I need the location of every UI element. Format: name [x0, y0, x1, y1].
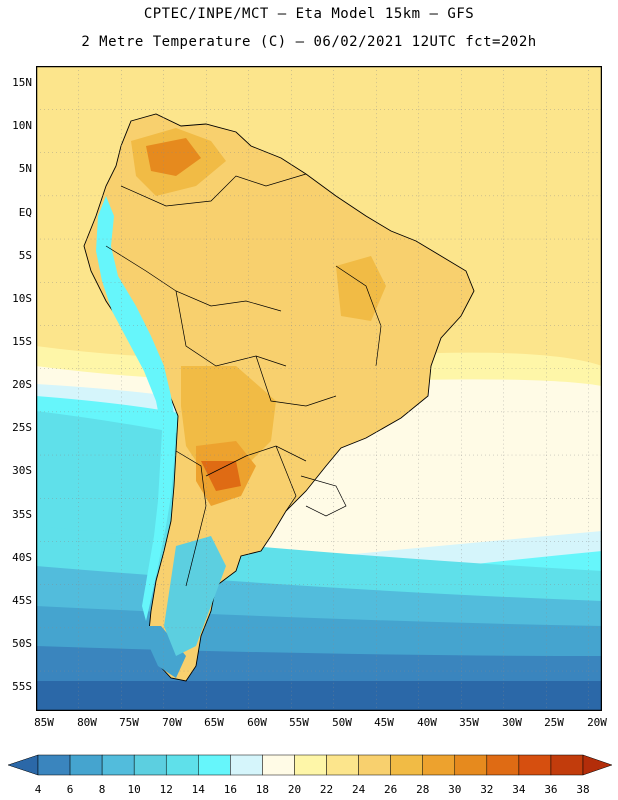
- lon-label: 20W: [587, 716, 607, 729]
- lat-label: 20S: [12, 378, 32, 391]
- lat-label: EQ: [18, 206, 32, 219]
- lon-label: 55W: [289, 716, 309, 729]
- colorbar-cell: [101, 754, 135, 776]
- colorbar-label: 4: [34, 783, 42, 796]
- lon-label: 85W: [34, 716, 54, 729]
- colorbar-cell: [454, 754, 488, 776]
- lon-label: 40W: [417, 716, 437, 729]
- lon-label: 65W: [204, 716, 224, 729]
- lat-label: 25S: [12, 421, 32, 434]
- lat-label: 50S: [12, 637, 32, 650]
- title-line-2: 2 Metre Temperature (C) — 06/02/2021 12U…: [81, 34, 537, 50]
- lat-label: 45S: [12, 594, 32, 607]
- lat-label: 40S: [12, 551, 32, 564]
- colorbar: [7, 754, 613, 776]
- colorbar-label: 12: [159, 783, 173, 796]
- lon-label: 35W: [459, 716, 479, 729]
- lon-label: 50W: [332, 716, 352, 729]
- colorbar-label: 34: [512, 783, 526, 796]
- colorbar-cell: [422, 754, 456, 776]
- colorbar-label: 28: [416, 783, 430, 796]
- lat-label: 55S: [12, 680, 32, 693]
- lat-label: 30S: [12, 464, 32, 477]
- colorbar-cell: [37, 754, 71, 776]
- lat-label: 35S: [12, 508, 32, 521]
- colorbar-label: 26: [384, 783, 398, 796]
- colorbar-label: 20: [287, 783, 302, 796]
- colorbar-label: 18: [255, 783, 270, 796]
- lon-label: 30W: [502, 716, 522, 729]
- lat-label: 5N: [18, 162, 32, 175]
- colorbar-cell: [358, 754, 391, 776]
- lon-label: 75W: [119, 716, 139, 729]
- colorbar-arrow-low: [7, 754, 39, 776]
- colorbar-label: 36: [544, 783, 558, 796]
- colorbar-cell: [133, 754, 167, 776]
- colorbar-cell: [390, 754, 423, 776]
- lat-label: 10S: [12, 292, 32, 305]
- colorbar-cell: [294, 754, 327, 776]
- colorbar-cell: [262, 754, 295, 776]
- colorbar-cell: [326, 754, 359, 776]
- lon-label: 25W: [544, 716, 564, 729]
- colorbar-label: 24: [351, 783, 366, 796]
- colorbar-label: 8: [98, 783, 106, 796]
- colorbar-label: 30: [448, 783, 462, 796]
- colorbar-arrow-high: [582, 754, 613, 776]
- colorbar-label: 32: [480, 783, 494, 796]
- colorbar-cell: [486, 754, 520, 776]
- colorbar-cell: [69, 754, 103, 776]
- lon-label: 60W: [247, 716, 267, 729]
- temperature-map: [36, 66, 602, 711]
- colorbar-cell: [198, 754, 231, 776]
- lon-label: 70W: [162, 716, 182, 729]
- lat-label: 15S: [12, 335, 32, 348]
- colorbar-label: 6: [66, 783, 74, 796]
- lat-label: 15N: [12, 76, 32, 89]
- title-line-1: CPTEC/INPE/MCT — Eta Model 15km — GFS: [143, 6, 475, 22]
- colorbar-label: 16: [223, 783, 237, 796]
- lat-label: 10N: [12, 119, 32, 132]
- lat-label: 5S: [18, 249, 32, 262]
- colorbar-label: 38: [576, 783, 590, 796]
- colorbar-cell: [165, 754, 199, 776]
- colorbar-cell: [550, 754, 584, 776]
- map-border: [36, 66, 602, 711]
- colorbar-cell: [518, 754, 552, 776]
- colorbar-cell: [230, 754, 263, 776]
- colorbar-label: 14: [191, 783, 205, 796]
- colorbar-label: 10: [127, 783, 141, 796]
- lon-label: 45W: [374, 716, 394, 729]
- colorbar-label: 22: [319, 783, 334, 796]
- lon-label: 80W: [77, 716, 97, 729]
